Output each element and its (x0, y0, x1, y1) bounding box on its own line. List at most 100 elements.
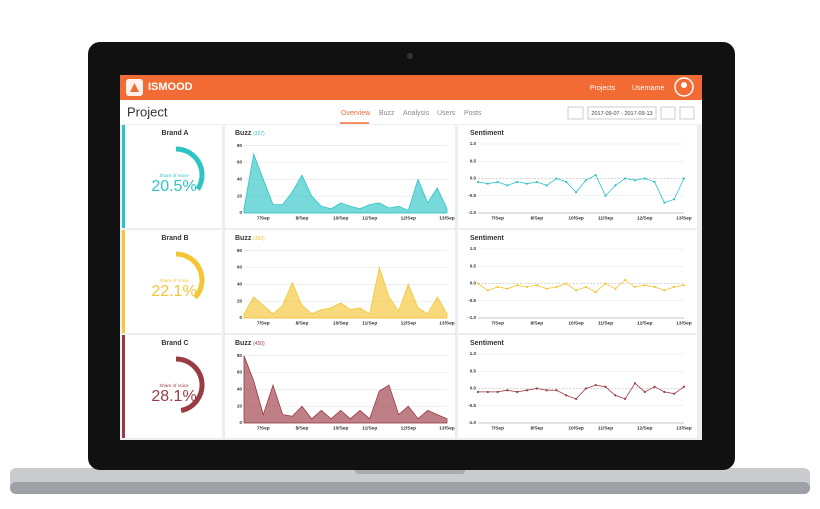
x-tick-label: 12/Sep (401, 320, 417, 326)
x-tick-label: 10/Sep (568, 320, 584, 326)
y-tick-label: 0.5 (470, 158, 477, 163)
sentiment-point (653, 180, 656, 184)
download-button[interactable] (660, 106, 676, 120)
filter-button[interactable] (567, 106, 584, 120)
sentiment-point (584, 387, 588, 390)
buzz-total: (353) (253, 236, 265, 242)
avatar[interactable] (674, 77, 694, 97)
tab[interactable]: Buzz (379, 110, 395, 117)
y-tick-label: -1.0 (468, 210, 476, 215)
logo-text: ISMOOD (148, 81, 193, 93)
sentiment-point (682, 385, 686, 388)
sentiment-point (604, 385, 607, 388)
share-gauge (175, 356, 205, 413)
sentiment-point (682, 177, 686, 180)
settings-button[interactable] (679, 106, 695, 120)
y-tick-label: 60 (237, 370, 243, 375)
sentiment-point (633, 179, 637, 182)
x-tick-label: 11/Sep (362, 320, 377, 326)
buzz-area (243, 265, 448, 319)
tab[interactable]: Analysis (403, 110, 430, 117)
sentiment-point (545, 389, 548, 392)
y-tick-label: 0 (239, 420, 242, 425)
share-gauge (175, 251, 205, 300)
sentiment-point (604, 282, 607, 285)
x-tick-label: 8/Sep (296, 425, 309, 431)
buzz-total: (450) (253, 341, 265, 347)
sentiment-point (614, 287, 617, 290)
y-tick-label: 80 (237, 143, 243, 148)
sentiment-point (555, 285, 558, 289)
x-tick-label: 8/Sep (530, 215, 543, 221)
sentiment-point (663, 201, 666, 204)
x-tick-label: 10/Sep (568, 215, 584, 221)
tab[interactable]: Posts (464, 110, 482, 117)
y-tick-label: 0 (239, 210, 242, 215)
y-tick-label: 0 (239, 315, 242, 320)
x-tick-label: 11/Sep (362, 425, 377, 431)
x-tick-label: 13/Sep (676, 215, 692, 221)
x-tick-label: 11/Sep (598, 215, 613, 221)
sentiment-point (643, 284, 646, 287)
sentiment-point (584, 179, 588, 182)
sentiment-point (516, 390, 519, 394)
sentiment-point (574, 191, 578, 194)
sentiment-line (477, 174, 685, 204)
share-caption: Share of Voice (159, 383, 189, 388)
camera (407, 53, 413, 59)
share-value: 20.5% (151, 178, 196, 195)
x-tick-label: 7/Sep (257, 320, 270, 326)
brand-accent (122, 125, 125, 228)
sentiment-point (624, 177, 627, 180)
app-header (120, 75, 702, 100)
x-tick-label: 12/Sep (637, 425, 653, 431)
brand-name: Brand C (161, 340, 188, 347)
x-tick-label: 11/Sep (362, 215, 377, 221)
x-tick-label: 13/Sep (439, 215, 455, 221)
tab[interactable]: Overview (341, 110, 371, 117)
y-tick-label: 1.0 (470, 246, 477, 251)
sentiment-point (614, 394, 617, 397)
sentiment-point (506, 389, 509, 392)
share-caption: Share of Voice (159, 278, 189, 283)
x-tick-label: 13/Sep (676, 320, 692, 326)
nav-projects[interactable]: Projects (590, 85, 616, 92)
y-tick-label: 80 (237, 353, 243, 358)
x-tick-label: 10/Sep (333, 425, 349, 431)
sentiment-panel (458, 125, 697, 228)
sentiment-line (478, 382, 685, 400)
y-tick-label: -1.0 (468, 315, 476, 320)
y-tick-label: 40 (237, 177, 243, 182)
sentiment-point (545, 287, 548, 290)
sentiment-point (476, 180, 480, 184)
x-tick-label: 12/Sep (401, 215, 417, 221)
x-tick-label: 11/Sep (598, 320, 613, 326)
x-tick-label: 8/Sep (296, 215, 309, 221)
sentiment-point (594, 383, 597, 387)
sentiment-point (486, 182, 489, 185)
y-tick-label: 40 (237, 387, 243, 392)
sentiment-panel (458, 335, 697, 438)
date-range-box[interactable] (587, 106, 657, 120)
sentiment-point (525, 389, 529, 392)
tab[interactable]: Users (437, 110, 456, 117)
brand-accent (122, 335, 125, 438)
y-tick-label: -0.5 (468, 193, 476, 198)
sentiment-point (594, 291, 597, 294)
y-tick-label: 0.0 (470, 281, 477, 286)
nav-username[interactable]: Username (632, 85, 664, 92)
sentiment-point (506, 287, 509, 290)
y-tick-label: -0.5 (468, 298, 476, 303)
date-range[interactable]: 2017-09-07 - 2017-09-13 (591, 111, 652, 117)
share-value: 28.1% (151, 388, 196, 405)
sentiment-point (496, 390, 499, 394)
sentiment-point (525, 285, 529, 289)
sentiment-point (584, 285, 588, 289)
sentiment-point (643, 390, 646, 394)
sentiment-point (633, 382, 637, 385)
y-tick-label: -0.5 (468, 403, 476, 408)
buzz-title: Buzz (235, 340, 252, 347)
